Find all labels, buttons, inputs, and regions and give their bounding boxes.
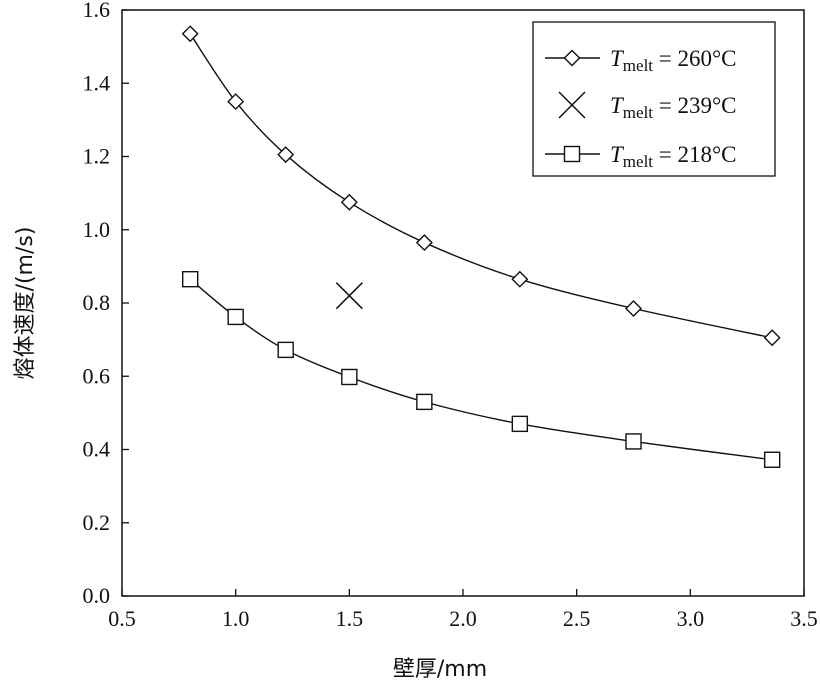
legend-label: Tmelt = 218°C bbox=[610, 142, 737, 171]
x-tick-label: 1.0 bbox=[222, 606, 250, 631]
data-point bbox=[763, 329, 781, 347]
y-tick-label: 0.2 bbox=[83, 510, 111, 535]
y-tick-label: 1.0 bbox=[83, 217, 111, 242]
series-2 bbox=[181, 270, 781, 468]
data-point bbox=[181, 270, 199, 288]
data-point bbox=[227, 308, 244, 326]
legend-marker bbox=[563, 49, 581, 67]
data-point bbox=[511, 270, 529, 288]
y-tick-label: 1.2 bbox=[83, 144, 111, 169]
y-tick-label: 0.6 bbox=[83, 363, 111, 388]
data-point bbox=[340, 193, 358, 211]
x-tick-label: 3.0 bbox=[677, 606, 705, 631]
data-point bbox=[335, 282, 363, 310]
data-point bbox=[227, 93, 245, 111]
y-tick-label: 0.0 bbox=[83, 583, 111, 608]
x-tick-label: 3.5 bbox=[790, 606, 818, 631]
x-tick-label: 2.0 bbox=[449, 606, 477, 631]
axis-ticks: 0.5 1.0 1.5 2.0 2.5 3.0 3.5 0.0 0.2 0.4 0.6 0.8 1.0 1… bbox=[83, 0, 818, 631]
x-axis-label: 壁厚/mm bbox=[393, 657, 487, 682]
data-point bbox=[277, 146, 295, 164]
y-tick-label: 1.4 bbox=[83, 70, 111, 95]
legend-marker bbox=[563, 145, 581, 163]
y-tick-label: 0.8 bbox=[83, 290, 111, 315]
legend-item: Tmelt = 239°C bbox=[558, 91, 737, 122]
x-tick-label: 0.5 bbox=[108, 606, 136, 631]
data-point bbox=[625, 300, 642, 317]
series-line bbox=[189, 278, 773, 461]
y-tick-label: 0.4 bbox=[83, 437, 111, 462]
data-point bbox=[277, 341, 294, 359]
data-point bbox=[415, 234, 433, 252]
legend-label: Tmelt = 239°C bbox=[610, 93, 737, 122]
x-tick-label: 1.5 bbox=[336, 606, 364, 631]
data-point bbox=[181, 25, 199, 43]
legend-item: Tmelt = 218°C bbox=[545, 142, 737, 171]
data-point bbox=[341, 368, 358, 386]
y-tick-label: 1.6 bbox=[83, 0, 111, 22]
series-0 bbox=[181, 25, 781, 347]
data-point bbox=[625, 433, 642, 450]
legend-marker bbox=[558, 91, 586, 119]
y-axis-label: 熔体速度/(m/s) bbox=[13, 227, 38, 380]
data-point bbox=[416, 393, 433, 411]
data-point bbox=[511, 415, 529, 433]
legend-label: Tmelt = 260°C bbox=[610, 46, 737, 75]
data-point bbox=[763, 451, 781, 468]
series-layer bbox=[181, 25, 781, 468]
x-tick-label: 2.5 bbox=[563, 606, 591, 631]
legend: Tmelt = 260°C Tmelt = 239°C Tmelt = 218°C bbox=[532, 21, 776, 177]
series-1 bbox=[335, 282, 363, 310]
legend-item: Tmelt = 260°C bbox=[545, 46, 737, 75]
